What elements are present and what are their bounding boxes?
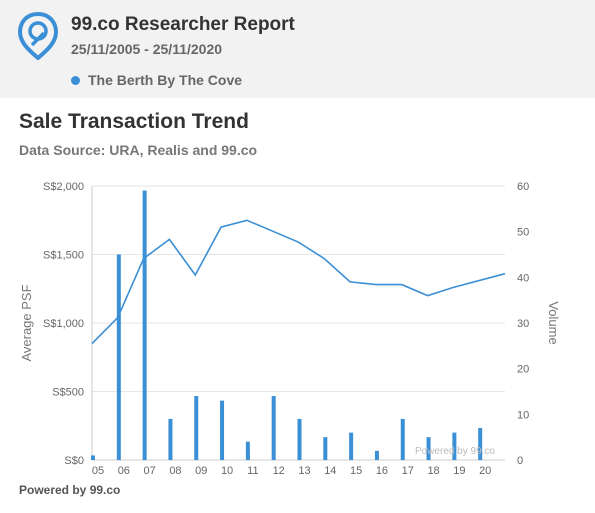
right-axis-ticks: 0 10 20 30 40 50 60 <box>517 181 529 467</box>
right-tick-label: 40 <box>517 272 529 284</box>
transaction-trend-chart: S$0 S$500 S$1,000 S$1,500 S$2,000 0 10 20 30 40 5… <box>19 181 561 477</box>
left-tick-label: S$1,500 <box>43 250 84 262</box>
volume-bar <box>91 455 95 460</box>
right-tick-label: 0 <box>517 455 523 467</box>
x-tick-label: 05 <box>92 465 104 477</box>
volume-bar <box>323 437 328 460</box>
legend-label: The Berth By The Cove <box>88 72 243 88</box>
volume-bar <box>426 437 431 460</box>
right-tick-label: 50 <box>517 227 529 239</box>
volume-bar <box>168 418 173 460</box>
x-tick-label: 10 <box>221 465 233 477</box>
volume-bar <box>478 428 483 460</box>
x-tick-label: 16 <box>376 465 388 477</box>
y-axis-label-left: Average PSF <box>19 284 34 361</box>
left-tick-label: S$500 <box>52 387 84 399</box>
volume-bar <box>400 418 405 460</box>
volume-bar <box>349 432 354 460</box>
location-pin-logo-icon <box>18 12 58 60</box>
right-tick-label: 60 <box>517 181 529 193</box>
volume-bars <box>91 190 483 461</box>
x-tick-label: 09 <box>195 465 207 477</box>
x-tick-label: 06 <box>118 465 130 477</box>
psf-line <box>91 219 506 345</box>
chart-watermark: Powered by 99.co <box>415 446 495 457</box>
x-tick-label: 20 <box>479 465 491 477</box>
x-tick-label: 07 <box>144 465 156 477</box>
gridlines <box>91 185 505 461</box>
x-tick-label: 15 <box>350 465 362 477</box>
volume-bar <box>452 432 457 460</box>
left-axis-ticks: S$0 S$500 S$1,000 S$1,500 S$2,000 <box>43 181 84 467</box>
report-header: 99.co Researcher Report 25/11/2005 - 25/… <box>0 0 595 98</box>
volume-bar <box>220 400 225 460</box>
volume-bar <box>142 190 147 461</box>
x-tick-label: 11 <box>247 465 258 477</box>
left-tick-label: S$2,000 <box>43 181 84 193</box>
legend-dot-icon <box>71 76 80 85</box>
x-tick-label: 17 <box>402 465 414 477</box>
footer-powered-by: Powered by 99.co <box>19 483 121 497</box>
report-title: 99.co Researcher Report <box>71 14 295 35</box>
volume-bar <box>374 450 379 460</box>
x-tick-label: 19 <box>453 465 465 477</box>
volume-bar <box>297 418 302 460</box>
x-tick-label: 12 <box>273 465 285 477</box>
x-tick-label: 14 <box>324 465 336 477</box>
y-axis-label-right: Volume <box>546 301 561 344</box>
chart-source: Data Source: URA, Realis and 99.co <box>19 142 258 158</box>
right-tick-label: 20 <box>517 364 529 376</box>
x-tick-label: 13 <box>298 465 310 477</box>
x-axis-ticks: 05 06 07 08 09 10 11 12 13 14 15 16 17 18 19 20 <box>92 465 491 477</box>
volume-bar <box>271 396 276 460</box>
volume-bar <box>194 396 199 460</box>
x-tick-label: 18 <box>427 465 439 477</box>
x-tick-label: 08 <box>169 465 181 477</box>
right-tick-label: 10 <box>517 409 529 421</box>
left-tick-label: S$1,000 <box>43 318 84 330</box>
volume-bar <box>245 441 250 460</box>
volume-bar <box>116 254 121 460</box>
right-tick-label: 30 <box>517 318 529 330</box>
chart-title: Sale Transaction Trend <box>19 110 249 133</box>
date-range: 25/11/2005 - 25/11/2020 <box>71 41 223 57</box>
left-tick-label: S$0 <box>64 455 84 467</box>
